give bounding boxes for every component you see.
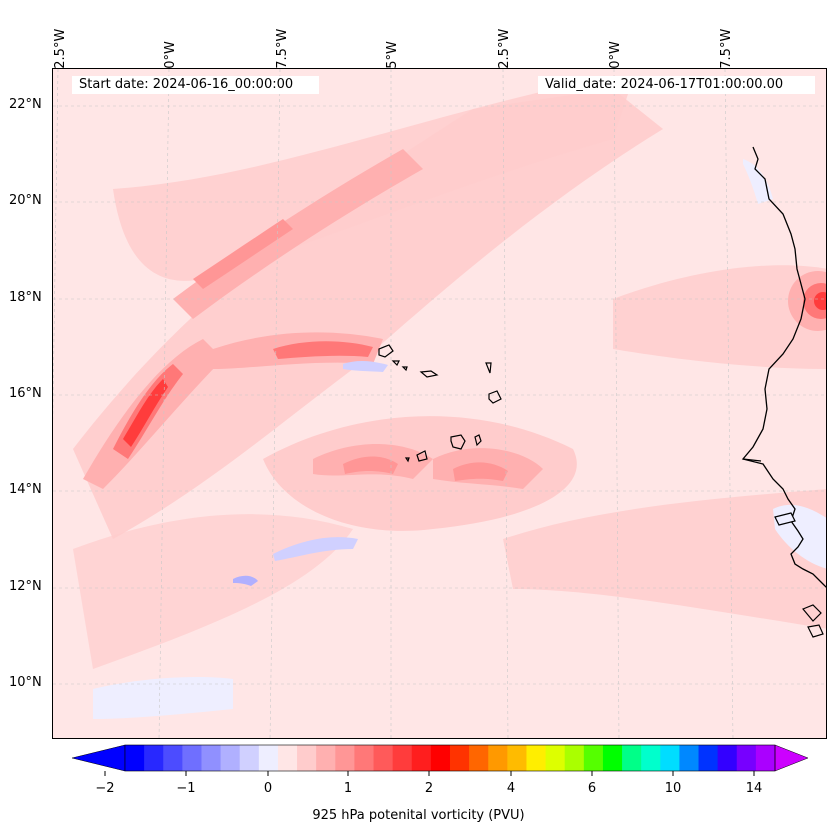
colorbar-tick-label: 4 <box>506 781 516 796</box>
colorbar-segment <box>507 745 527 771</box>
pv-field <box>53 69 826 738</box>
colorbar-segment <box>144 745 164 771</box>
lat-label-14n: 14°N <box>9 482 42 497</box>
colorbar-segment <box>526 745 547 771</box>
lat-label-12n: 12°N <box>9 579 42 594</box>
colorbar-segment <box>373 745 394 771</box>
lat-label-18n: 18°N <box>9 290 42 305</box>
colorbar-segment <box>277 745 298 771</box>
colorbar <box>71 744 809 776</box>
colorbar-tick-label: 1 <box>343 781 353 796</box>
colorbar-under-arrow <box>71 744 126 772</box>
lat-label-22n: 22°N <box>9 97 42 112</box>
colorbar-segment <box>622 745 642 771</box>
colorbar-segment <box>430 745 451 771</box>
colorbar-segment <box>717 745 738 771</box>
start-date-label: Start date: 2024-06-16_00:00:00 <box>72 76 319 94</box>
colorbar-segment <box>201 745 222 771</box>
colorbar-segment <box>564 745 585 771</box>
colorbar-tick-label: 2 <box>424 781 434 796</box>
colorbar-segment <box>545 745 566 771</box>
colorbar-segment <box>641 745 661 771</box>
colorbar-segment <box>392 745 413 771</box>
colorbar-tick-label: −1 <box>176 781 196 796</box>
colorbar-over-arrow <box>774 744 809 772</box>
valid-date-label: Valid_date: 2024-06-17T01:00:00.00 <box>538 76 815 94</box>
map-panel <box>52 68 827 739</box>
colorbar-segment <box>469 745 489 771</box>
colorbar-segment <box>679 745 700 771</box>
colorbar-segment <box>736 745 757 771</box>
colorbar-segment <box>488 745 508 771</box>
colorbar-segment <box>239 745 260 771</box>
colorbar-segment <box>660 745 680 771</box>
lat-label-10n: 10°N <box>9 675 42 690</box>
colorbar-tick-label: 10 <box>664 781 682 796</box>
colorbar-segment <box>354 745 375 771</box>
colorbar-segment <box>220 745 241 771</box>
lat-label-20n: 20°N <box>9 193 42 208</box>
colorbar-segment <box>182 745 202 771</box>
colorbar-segment <box>297 745 317 771</box>
colorbar-segment <box>125 745 145 771</box>
colorbar-segment <box>335 745 355 771</box>
colorbar-segment <box>163 745 183 771</box>
colorbar-tick-label: 0 <box>263 781 273 796</box>
colorbar-frame <box>124 744 776 772</box>
colorbar-tick-label: −2 <box>95 781 115 796</box>
colorbar-segment <box>602 745 623 771</box>
colorbar-segment <box>698 745 719 771</box>
colorbar-segment <box>258 745 279 771</box>
colorbar-segment <box>316 745 336 771</box>
colorbar-tick-label: 6 <box>587 781 597 796</box>
colorbar-segment <box>755 745 776 771</box>
colorbar-segment <box>583 745 604 771</box>
colorbar-segment <box>411 745 432 771</box>
colorbar-segment <box>450 745 470 771</box>
colorbar-title: 925 hPa potenital vorticity (PVU) <box>312 808 525 823</box>
lat-label-16n: 16°N <box>9 386 42 401</box>
colorbar-tick-label: 14 <box>745 781 763 796</box>
